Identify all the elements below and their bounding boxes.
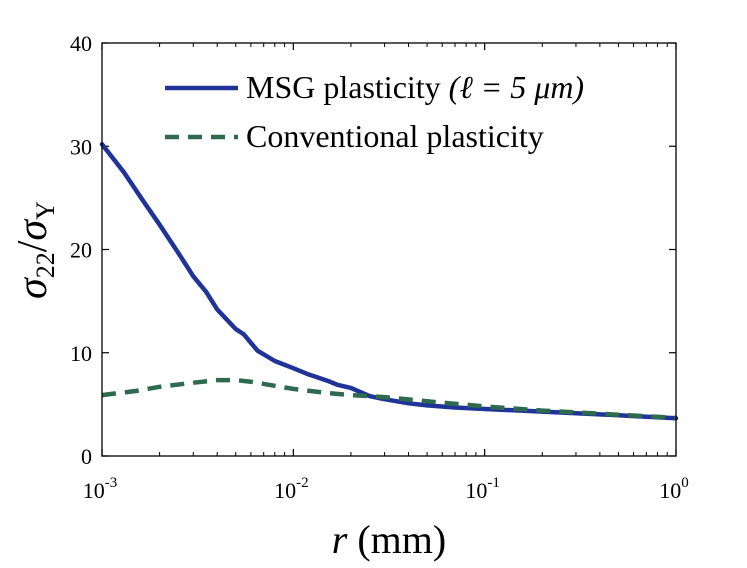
y-axis-label: σ22/σY	[10, 201, 60, 299]
y-tick-label: 0	[81, 444, 92, 469]
y-tick-label: 10	[70, 341, 92, 366]
y-tick-label: 30	[70, 134, 92, 159]
x-tick-label: 10-2	[274, 475, 309, 503]
y-tick-label: 40	[70, 31, 92, 56]
x-tick-label: 100	[659, 475, 689, 503]
x-axis-label: r (mm)	[332, 517, 446, 562]
legend: MSG plasticity (ℓ = 5 μm) Conventional p…	[165, 69, 584, 154]
legend-label-msg: MSG plasticity (ℓ = 5 μm)	[246, 69, 584, 105]
series-line-conventional-plasticity	[101, 377, 677, 421]
legend-label-conventional: Conventional plasticity	[246, 118, 544, 154]
y-tick-label: 20	[70, 238, 92, 263]
x-tick-label: 10-1	[465, 475, 500, 503]
plot-frame	[101, 42, 677, 457]
x-tick-label: 10-3	[83, 475, 118, 503]
